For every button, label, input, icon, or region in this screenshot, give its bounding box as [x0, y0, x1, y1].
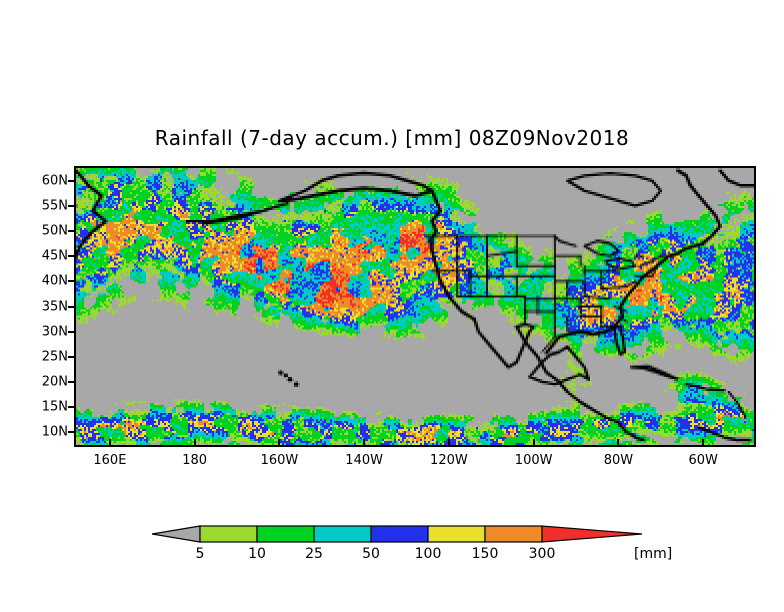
y-axis-tick: [68, 355, 74, 358]
x-axis-label: 180: [182, 453, 208, 468]
colorbar-tick-label: 10: [248, 546, 266, 562]
y-axis-tick: [68, 330, 74, 333]
y-axis-tick: [68, 204, 74, 207]
x-axis-tick: [193, 439, 196, 445]
y-axis-tick: [68, 406, 74, 409]
y-axis-tick: [68, 179, 74, 182]
x-axis-tick: [702, 439, 705, 445]
x-axis-label: 120W: [430, 453, 468, 468]
x-axis-label: 60W: [688, 453, 718, 468]
x-axis-tick: [278, 439, 281, 445]
colorbar-unit-label: [mm]: [634, 546, 673, 562]
colorbar-tick-label: 50: [362, 546, 380, 562]
colorbar-swatches: [152, 525, 643, 543]
y-axis-tick: [68, 381, 74, 384]
y-axis-label: 10N: [41, 424, 68, 440]
x-axis-labels: 160E 180 160W 140W 120W 100W 80W 60W: [74, 439, 752, 475]
colorbar-tick-label: 25: [305, 546, 323, 562]
rainfall-raster: [76, 168, 754, 445]
x-axis-label: 80W: [603, 453, 634, 468]
y-axis-labels: 60N 55N 50N 45N 40N 35N 30N 25N 20N 15N 10N: [0, 166, 68, 443]
x-axis-label: 140W: [345, 453, 383, 468]
y-axis-label: 60N: [41, 173, 68, 189]
x-axis-label: 160E: [93, 453, 127, 468]
colorbar: 5 10 25 50 100 150 300 [mm]: [152, 524, 672, 570]
colorbar-tick-label: 150: [471, 546, 499, 562]
x-axis-tick: [447, 439, 450, 445]
map-plot-area: [74, 166, 756, 447]
y-axis-label: 55N: [41, 198, 68, 214]
y-axis-label: 15N: [41, 399, 68, 415]
x-axis-tick: [363, 439, 366, 445]
y-axis-tick: [68, 229, 74, 232]
x-axis-label: 100W: [514, 453, 553, 468]
colorbar-tick-label: 100: [414, 546, 442, 562]
y-axis-tick: [68, 431, 74, 434]
x-axis-label: 160W: [260, 453, 299, 468]
y-axis-tick: [68, 280, 74, 283]
x-axis-tick: [532, 439, 535, 445]
y-axis-tick: [68, 305, 74, 308]
y-axis-ticks: [0, 166, 74, 443]
colorbar-tick-label: 300: [528, 546, 556, 562]
y-axis-label: 35N: [41, 299, 68, 314]
y-axis-label: 45N: [41, 248, 68, 264]
y-axis-label: 40N: [41, 273, 68, 289]
y-axis-label: 25N: [41, 349, 68, 365]
y-axis-tick: [68, 255, 74, 258]
x-axis-tick: [108, 439, 111, 445]
y-axis-label: 30N: [41, 324, 68, 340]
x-axis-tick: [617, 439, 620, 445]
y-axis-label: 20N: [41, 374, 68, 390]
y-axis-label: 50N: [41, 223, 68, 239]
colorbar-tick-label: 5: [195, 546, 205, 562]
page-title: Rainfall (7-day accum.) [mm] 08Z09Nov201…: [154, 126, 630, 150]
